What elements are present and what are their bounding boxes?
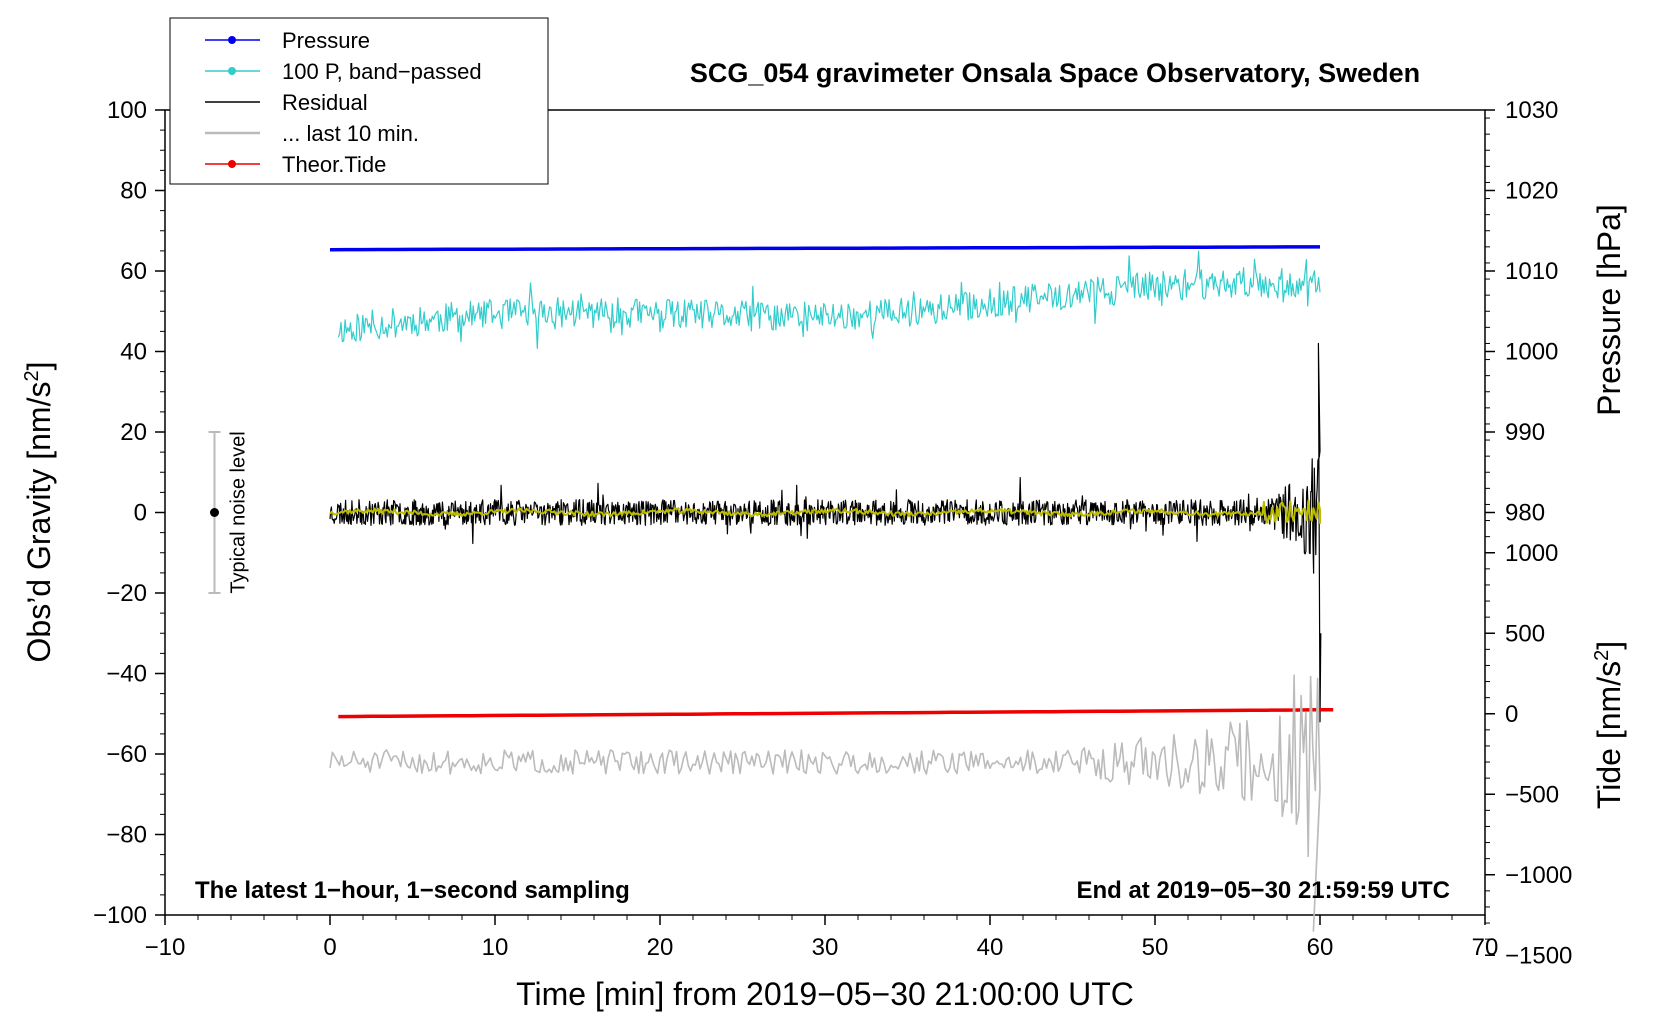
chart-title: SCG_054 gravimeter Onsala Space Observat… — [690, 58, 1420, 88]
legend-label: 100 P, band−passed — [282, 59, 482, 84]
pressure-tick-label: 1010 — [1505, 258, 1558, 285]
y-axis-left: 100 80 60 40 20 0 −20 −40 −60 −80 −100 — [93, 97, 165, 929]
tide-title-sup: 2 — [1591, 650, 1613, 661]
series-residual-smoothed — [329, 499, 1321, 524]
y-axis-tide: 1000 500 0 −500 −1000 −1500 — [1485, 540, 1572, 969]
y-tick-label: −80 — [106, 822, 147, 849]
tide-tick-label: −1500 — [1505, 942, 1572, 969]
x-tick-label: −10 — [145, 934, 186, 961]
footer-left: The latest 1−hour, 1−second sampling — [195, 877, 630, 904]
pressure-axis-title: Pressure [hPa] — [1591, 204, 1627, 416]
y-tick-label: 60 — [120, 258, 147, 285]
tide-tick-label: −1000 — [1505, 862, 1572, 889]
tide-tick-label: 0 — [1505, 701, 1518, 728]
y-tick-label: 80 — [120, 178, 147, 205]
x-tick-label: 70 — [1472, 934, 1499, 961]
tide-tick-label: 1000 — [1505, 540, 1558, 567]
y-tick-label: −60 — [106, 741, 147, 768]
legend-marker — [228, 67, 236, 75]
legend-marker — [228, 36, 236, 44]
pressure-tick-label: 980 — [1505, 500, 1545, 527]
tide-axis-title: Tide [nm/s2] — [1591, 641, 1627, 809]
x-tick-label: 0 — [323, 934, 336, 961]
series-pressure-bandpassed — [337, 250, 1321, 349]
legend-label: ... last 10 min. — [282, 121, 419, 146]
y-left-title-sup: 2 — [21, 370, 43, 381]
y-tick-label: −40 — [106, 661, 147, 688]
series-layer — [329, 245, 1334, 932]
x-tick-label: 60 — [1307, 934, 1334, 961]
x-tick-label: 50 — [1142, 934, 1169, 961]
series-residual — [329, 342, 1322, 723]
series-theoretical-tide — [338, 707, 1334, 719]
footer-right: End at 2019−05−30 21:59:59 UTC — [1076, 877, 1450, 904]
legend-label: Residual — [282, 90, 368, 115]
series-pressure — [329, 245, 1320, 252]
y-left-title-main: Obs’d Gravity [nm/s — [21, 382, 57, 663]
legend-label: Theor.Tide — [282, 152, 386, 177]
y-left-title-end: ] — [21, 362, 57, 371]
y-tick-label: 100 — [107, 97, 147, 124]
noise-level-indicator: Typical noise level — [208, 431, 250, 594]
y-axis-pressure: 1030 1020 1010 1000 990 980 — [1485, 97, 1558, 554]
pressure-tick-label: 1020 — [1505, 178, 1558, 205]
y-tick-label: 20 — [120, 419, 147, 446]
x-tick-label: 30 — [812, 934, 839, 961]
x-tick-label: 20 — [647, 934, 674, 961]
pressure-tick-label: 1030 — [1505, 97, 1558, 124]
x-axis: −10 0 10 20 30 40 50 60 70 — [145, 915, 1499, 961]
pressure-tick-label: 1000 — [1505, 339, 1558, 366]
series-last-10-min — [329, 674, 1321, 932]
noise-bar-center-dot — [210, 508, 219, 517]
tide-tick-label: −500 — [1505, 781, 1559, 808]
legend-box — [169, 17, 549, 185]
noise-bar-label: Typical noise level — [228, 431, 250, 593]
legend-label: Pressure — [282, 28, 370, 53]
legend: Pressure 100 P, band−passed Residual ... la… — [169, 17, 549, 185]
y-axis-left-title: Obs’d Gravity [nm/s2] — [21, 362, 57, 663]
x-tick-label: 40 — [977, 934, 1004, 961]
y-tick-label: −20 — [106, 580, 147, 607]
x-axis-title: Time [min] from 2019−05−30 21:00:00 UTC — [516, 976, 1134, 1012]
y-tick-label: 40 — [120, 339, 147, 366]
y-tick-label: 0 — [134, 500, 147, 527]
legend-marker — [228, 160, 236, 168]
x-tick-label: 10 — [482, 934, 509, 961]
pressure-tick-label: 990 — [1505, 419, 1545, 446]
tide-title-main: Tide [nm/s — [1591, 661, 1627, 809]
y-tick-label: −100 — [93, 902, 147, 929]
tide-tick-label: 500 — [1505, 620, 1545, 647]
tide-title-end: ] — [1591, 641, 1627, 650]
